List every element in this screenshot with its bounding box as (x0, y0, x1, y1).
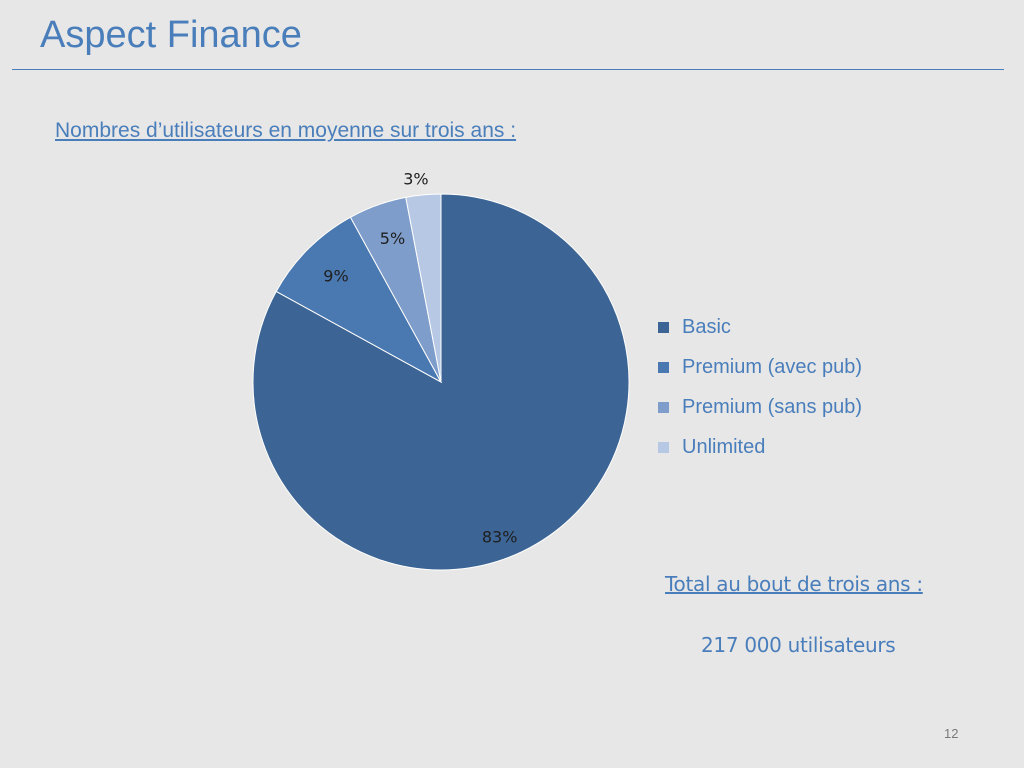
legend-swatch-premium-sans-pub (658, 401, 669, 413)
pie-label-premium-avec-pub: 9% (323, 266, 348, 285)
total-value: 217 000 utilisateurs (701, 633, 896, 657)
slide-title: Aspect Finance (40, 14, 302, 56)
pie-label-unlimited: 3% (403, 169, 428, 188)
pie-label-basic: 83% (482, 528, 518, 547)
total-heading: Total au bout de trois ans : (665, 572, 923, 596)
legend-swatch-basic (658, 321, 669, 333)
legend-label-premium-sans-pub: Premium (sans pub) (682, 395, 863, 418)
chart-legend: Basic Premium (avec pub) Premium (sans p… (658, 307, 862, 467)
legend-item-premium-sans-pub: Premium (sans pub) (658, 387, 862, 427)
legend-item-premium-avec-pub: Premium (avec pub) (658, 347, 862, 387)
pie-slice-premium-avec-pub (275, 216, 443, 384)
pie-label-premium-sans-pub: 5% (380, 229, 405, 248)
pie-slice-unlimited (405, 193, 442, 383)
page-number: 12 (944, 726, 959, 741)
legend-label-unlimited: Unlimited (682, 435, 766, 458)
legend-item-unlimited: Unlimited (658, 427, 862, 467)
chart-heading: Nombres d’utilisateurs en moyenne sur tr… (55, 119, 517, 142)
legend-item-basic: Basic (658, 307, 862, 347)
title-divider (12, 69, 1004, 70)
legend-label-premium-avec-pub: Premium (avec pub) (682, 355, 863, 378)
legend-label-basic: Basic (682, 315, 731, 338)
legend-swatch-unlimited (658, 441, 669, 453)
legend-swatch-premium-avec-pub (658, 361, 669, 373)
